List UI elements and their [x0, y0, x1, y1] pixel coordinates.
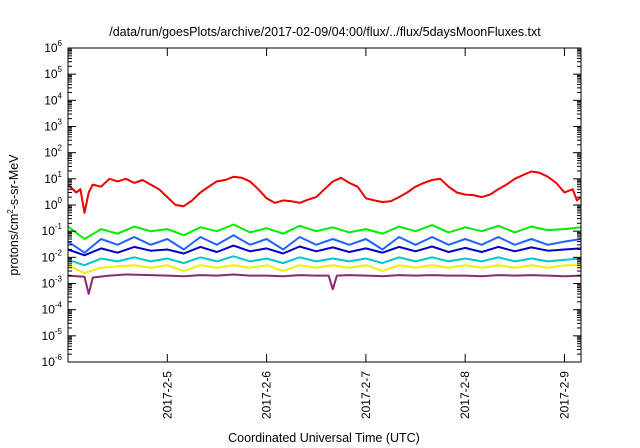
x-tick-label: 2017-2-6 — [260, 371, 274, 419]
series-line-5 — [67, 255, 582, 267]
y-tick-label: 104 — [44, 91, 62, 107]
y-tick-label: 10-6 — [42, 353, 63, 369]
y-tick-label: 103 — [44, 118, 62, 134]
series-line-2 — [67, 223, 582, 240]
series-line-6 — [67, 264, 581, 275]
series-line-7 — [67, 273, 582, 295]
y-tick-label: 101 — [44, 170, 62, 186]
series-line-4 — [67, 244, 582, 257]
x-tick-label: 2017-2-7 — [359, 371, 373, 419]
y-tick-label: 102 — [44, 144, 62, 160]
x-tick-label: 2017-2-5 — [160, 371, 174, 419]
series-line-3 — [67, 234, 582, 254]
plot-frame — [67, 47, 582, 363]
y-tick-label: 10-1 — [42, 222, 63, 238]
series-line-1 — [67, 170, 582, 214]
y-tick-label: 10-2 — [42, 248, 63, 264]
y-axis-label: protons/cm2-s-sr-MeV — [6, 154, 21, 276]
y-tick-label: 10-3 — [42, 275, 63, 291]
y-tick-label: 106 — [44, 39, 62, 55]
x-axis-label: Coordinated Universal Time (UTC) — [228, 431, 420, 445]
x-tick-label: 2017-2-9 — [557, 371, 571, 419]
y-tick-label: 10-5 — [42, 327, 63, 343]
axes-layer: 10-6 10-5 10-4 10-3 10-2 10-1 100 101 102 103 104 1… — [42, 39, 582, 419]
chart-title: /data/run/goesPlots/archive/2017-02-09/0… — [109, 25, 541, 39]
y-tick-label: 105 — [44, 65, 62, 81]
series-layer — [67, 170, 582, 295]
y-tick-label: 10-4 — [42, 301, 63, 317]
x-tick-label: 2017-2-8 — [458, 371, 472, 419]
y-tick-label: 100 — [44, 196, 62, 212]
